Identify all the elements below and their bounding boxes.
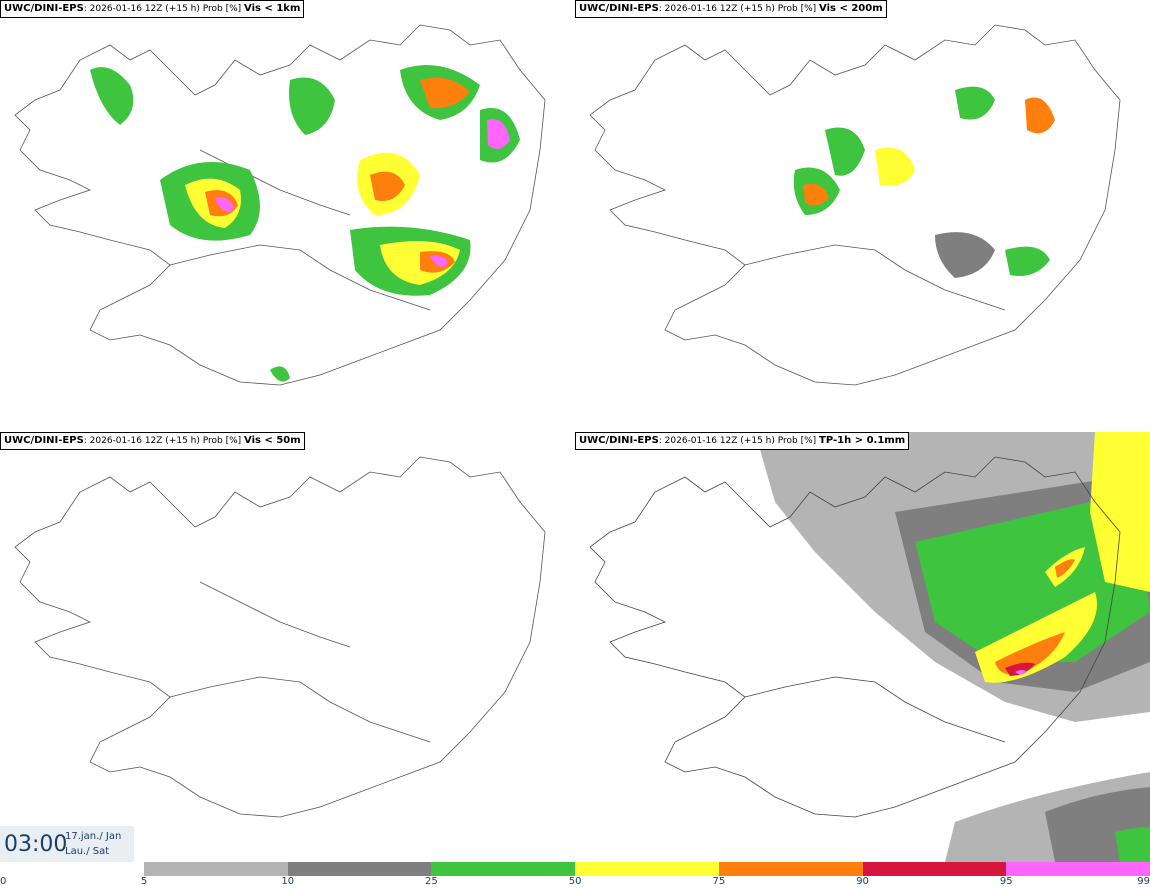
panel-title: UWC/DINI-EPS: 2026-01-16 12Z (+15 h) Pro… xyxy=(0,0,305,18)
run-info: : 2026-01-16 12Z (+15 h) Prob [%] xyxy=(83,4,242,14)
panel-title: UWC/DINI-EPS: 2026-01-16 12Z (+15 h) Pro… xyxy=(0,432,305,450)
colorbar-bin xyxy=(431,862,576,876)
model-name: UWC/DINI-EPS xyxy=(579,3,659,14)
prob-shading xyxy=(90,65,520,382)
map-panel-tp-1h: UWC/DINI-EPS: 2026-01-16 12Z (+15 h) Pro… xyxy=(575,432,1150,862)
probability-map xyxy=(14,24,546,386)
colorbar-tick-label: 0 xyxy=(0,876,7,887)
iceland-coastline xyxy=(14,456,546,818)
colorbar-ticks: 0 5 10 25 50 75 90 95 99 xyxy=(0,876,1150,891)
colorbar-bin xyxy=(1006,862,1150,876)
colorbar-tick-label: 5 xyxy=(140,876,148,887)
panel-title: UWC/DINI-EPS: 2026-01-16 12Z (+15 h) Pro… xyxy=(575,432,910,450)
probability-map xyxy=(589,432,1150,862)
threshold-label: Vis < 200m xyxy=(819,3,883,14)
valid-time-box: 03:00 17.jan./ Jan Lau./ Sat xyxy=(0,826,134,862)
colorbar-bin xyxy=(718,862,863,876)
model-name: UWC/DINI-EPS xyxy=(4,3,84,14)
probability-colorbar xyxy=(144,862,1150,876)
valid-time: 03:00 xyxy=(4,832,68,857)
colorbar-tick-label: 90 xyxy=(856,876,869,887)
colorbar-tick-label: 99 xyxy=(1137,876,1150,887)
map-panel-vis-200m: UWC/DINI-EPS: 2026-01-16 12Z (+15 h) Pro… xyxy=(575,0,1150,430)
colorbar-tick-label: 25 xyxy=(425,876,438,887)
run-info: : 2026-01-16 12Z (+15 h) Prob [%] xyxy=(658,4,817,14)
valid-date-line1: 17.jan./ Jan xyxy=(65,831,122,842)
colorbar-bin xyxy=(287,862,432,876)
colorbar-bin xyxy=(862,862,1007,876)
colorbar-bin xyxy=(144,862,288,876)
prob-shading xyxy=(755,432,1150,862)
colorbar-bin xyxy=(575,862,719,876)
model-name: UWC/DINI-EPS xyxy=(4,435,84,446)
colorbar-tick-label: 50 xyxy=(568,876,582,887)
threshold-label: Vis < 50m xyxy=(244,435,301,446)
run-info: : 2026-01-16 12Z (+15 h) Prob [%] xyxy=(83,436,242,446)
map-panel-vis-1km: UWC/DINI-EPS: 2026-01-16 12Z (+15 h) Pro… xyxy=(0,0,575,430)
colorbar-tick-label: 75 xyxy=(712,876,726,887)
colorbar-tick-label: 10 xyxy=(281,876,295,887)
threshold-label: Vis < 1km xyxy=(244,3,301,14)
probability-map xyxy=(14,456,546,818)
prob-shading xyxy=(793,86,1055,278)
model-name: UWC/DINI-EPS xyxy=(579,435,659,446)
valid-date-line2: Lau./ Sat xyxy=(65,846,110,857)
iceland-coastline xyxy=(589,456,1121,818)
probability-map xyxy=(589,24,1121,386)
threshold-label: TP-1h > 0.1mm xyxy=(819,435,906,446)
map-panel-vis-50m: UWC/DINI-EPS: 2026-01-16 12Z (+15 h) Pro… xyxy=(0,432,575,862)
run-info: : 2026-01-16 12Z (+15 h) Prob [%] xyxy=(658,436,817,446)
iceland-coastline xyxy=(589,24,1121,386)
colorbar-tick-label: 95 xyxy=(999,876,1013,887)
panel-title: UWC/DINI-EPS: 2026-01-16 12Z (+15 h) Pro… xyxy=(575,0,887,18)
